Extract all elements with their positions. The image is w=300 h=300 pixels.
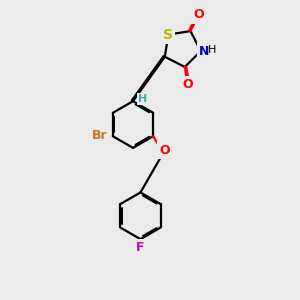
Text: S: S (163, 28, 173, 42)
Text: O: O (194, 8, 204, 22)
Text: H: H (208, 45, 216, 56)
Text: O: O (160, 143, 170, 157)
Text: F: F (136, 241, 145, 254)
Text: Br: Br (92, 129, 108, 142)
Text: H: H (138, 94, 147, 104)
Text: N: N (199, 45, 209, 58)
Text: O: O (182, 78, 193, 91)
